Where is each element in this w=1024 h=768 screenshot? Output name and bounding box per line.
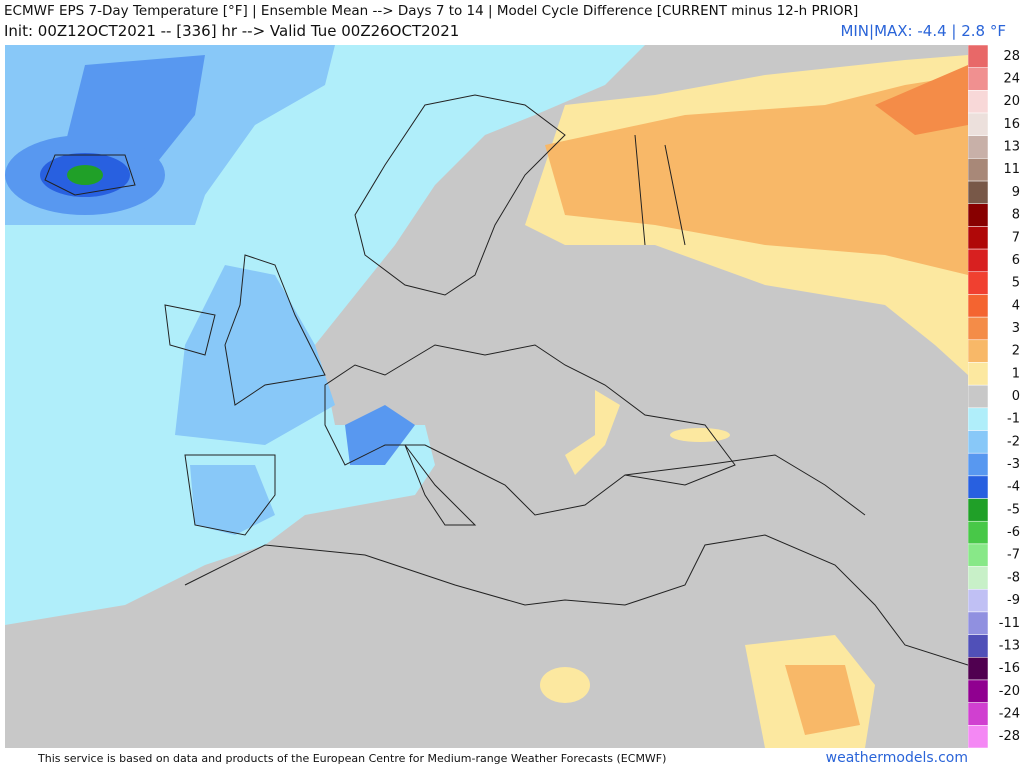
- legend-swatch: [968, 498, 989, 522]
- legend-label: 2: [1012, 344, 1020, 359]
- legend-swatch: [968, 180, 989, 204]
- legend-swatch: [968, 90, 989, 114]
- legend-label: -4: [1007, 480, 1020, 495]
- legend-label: 6: [1012, 253, 1020, 268]
- legend-swatch: [968, 566, 989, 590]
- legend-swatch: [968, 248, 989, 273]
- legend-label: -9: [1007, 593, 1020, 608]
- arabia-warming-2: [785, 665, 860, 735]
- legend-swatch: [968, 112, 989, 136]
- legend-swatch: [968, 679, 989, 703]
- legend-swatch: [968, 407, 989, 431]
- legend-swatch: [968, 362, 989, 386]
- legend-label: -2: [1007, 434, 1020, 449]
- subtitle: Init: 00Z12OCT2021 -- [336] hr --> Valid…: [4, 22, 460, 40]
- legend-swatch: [968, 135, 989, 159]
- legend-swatch: [968, 475, 989, 499]
- legend-label: -1: [1007, 412, 1020, 427]
- legend-label: 0: [1012, 389, 1020, 404]
- legend-label: 8: [1012, 208, 1020, 223]
- credit: This service is based on data and produc…: [38, 752, 667, 765]
- legend-swatch: [968, 543, 989, 567]
- russia-warming-3: [875, 65, 968, 135]
- legend-label: 20: [1003, 94, 1020, 109]
- legend-label: 1: [1012, 366, 1020, 381]
- legend-swatch: [968, 702, 989, 726]
- legend-swatch: [968, 430, 989, 454]
- legend-swatch: [968, 611, 989, 635]
- legend-swatch: [968, 452, 989, 477]
- legend-label: 13: [1003, 140, 1020, 155]
- legend-label: -3: [1007, 457, 1020, 472]
- sahara-warming: [540, 667, 590, 703]
- legend-label: 9: [1012, 185, 1020, 200]
- legend-label: -7: [1007, 548, 1020, 563]
- legend-label: -5: [1007, 502, 1020, 517]
- blacksea-warming: [670, 428, 730, 442]
- map: [5, 45, 968, 748]
- legend-label: -8: [1007, 570, 1020, 585]
- legend-swatch: [968, 158, 989, 182]
- carpathian-warming: [565, 390, 620, 475]
- legend-label: 24: [1003, 72, 1020, 87]
- legend-label: -13: [999, 638, 1020, 653]
- legend-label: 28: [1003, 49, 1020, 64]
- legend-swatch: [968, 226, 989, 250]
- legend-swatch: [968, 45, 989, 68]
- site-link[interactable]: weathermodels.com: [825, 750, 968, 766]
- legend-label: 16: [1003, 117, 1020, 132]
- legend-label: -24: [999, 706, 1020, 721]
- legend-swatch: [968, 339, 989, 363]
- legend-label: 7: [1012, 230, 1020, 245]
- min-max: MIN|MAX: -4.4 | 2.8 °F: [840, 22, 1006, 40]
- legend-swatch: [968, 634, 989, 658]
- legend-swatch: [968, 271, 989, 295]
- legend-label: 3: [1012, 321, 1020, 336]
- legend-label: -11: [999, 616, 1020, 631]
- uk-cooling: [175, 265, 335, 445]
- legend-swatch: [968, 725, 989, 748]
- legend-label: 11: [1003, 162, 1020, 177]
- legend-swatch: [968, 67, 989, 91]
- legend-label: -6: [1007, 525, 1020, 540]
- colorbar: 28 24 20 16 13 11 9 8 7 6 5 4 3 2 1 0 -1 -2 -3 -4 -5 -6 -7 -8 -9…: [968, 45, 1020, 748]
- iberia-cooling: [190, 465, 275, 535]
- legend-label: 4: [1012, 298, 1020, 313]
- legend-label: -28: [999, 729, 1020, 744]
- coastlines: [44, 94, 968, 666]
- iceland-core: [67, 165, 103, 185]
- legend-swatch: [968, 316, 989, 341]
- legend-swatch: [968, 203, 989, 227]
- legend-label: -16: [999, 661, 1020, 676]
- title: ECMWF EPS 7-Day Temperature [°F] | Ensem…: [4, 3, 859, 19]
- legend-swatch: [968, 294, 989, 318]
- legend-swatch: [968, 657, 989, 681]
- legend-label: 5: [1012, 276, 1020, 291]
- legend-label: -20: [999, 684, 1020, 699]
- legend-swatch: [968, 589, 989, 613]
- legend-swatch: [968, 384, 989, 409]
- legend-swatch: [968, 520, 989, 545]
- alps-cooling: [345, 405, 415, 465]
- russia-warming-2: [545, 75, 968, 275]
